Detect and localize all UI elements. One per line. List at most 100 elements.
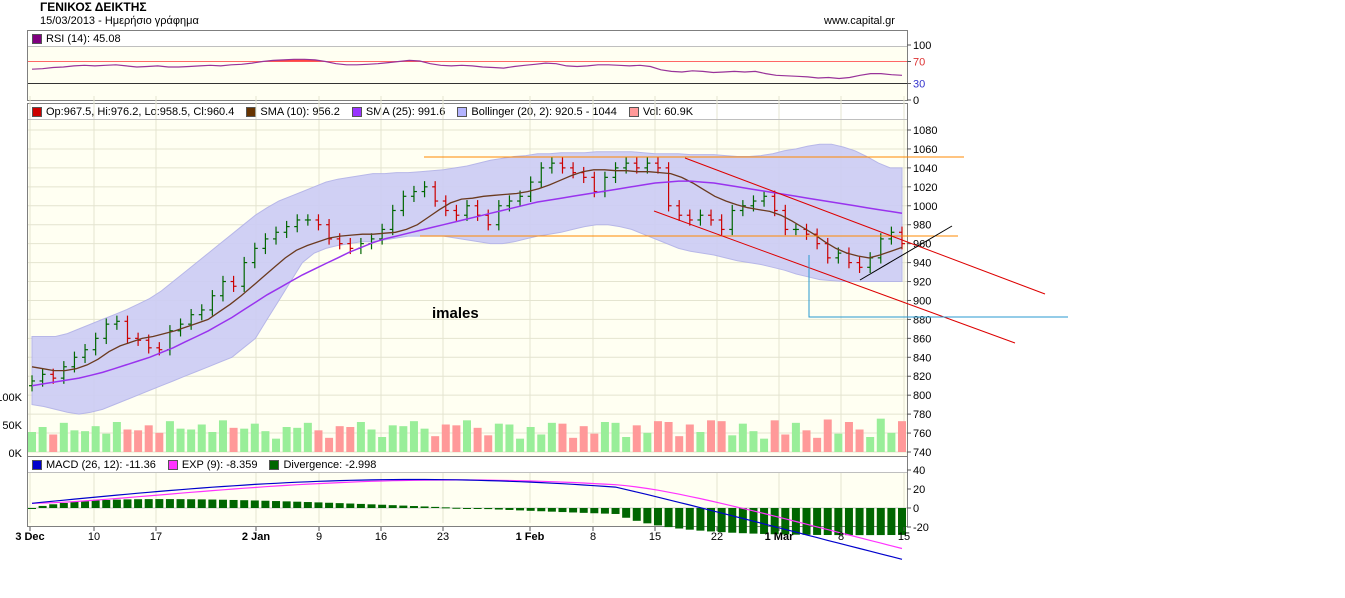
divergence-bar xyxy=(452,507,461,509)
divergence-bar xyxy=(781,508,790,535)
divergence-bar xyxy=(696,508,705,531)
divergence-bar xyxy=(144,499,153,508)
price-tick-label: 1040 xyxy=(913,163,937,175)
divergence-bar xyxy=(250,500,259,508)
volume-bar xyxy=(844,422,853,452)
divergence-bar xyxy=(272,501,281,508)
legend-sma25-label: SMA (25): 991.6 xyxy=(365,105,446,118)
volume-bar xyxy=(876,418,885,452)
divergence-bar xyxy=(547,508,556,512)
volume-bar xyxy=(738,423,747,452)
volume-bar xyxy=(590,433,599,452)
divergence-bar xyxy=(844,508,853,536)
macd-line xyxy=(31,478,903,560)
divergence-bar xyxy=(484,508,493,510)
volume-bar xyxy=(102,433,111,452)
divergence-bar xyxy=(431,506,440,508)
legend-ohlc: Op:967.5, Hi:976.2, Lo:958.5, Cl:960.4 xyxy=(32,106,234,118)
x-tick-label: 3 Dec xyxy=(15,531,44,543)
volume-bar xyxy=(134,430,143,452)
divergence-bar xyxy=(112,499,121,508)
volume-bar xyxy=(197,424,206,452)
x-tick-label: 8 xyxy=(838,531,844,543)
volume-bar xyxy=(505,424,514,452)
volume-bar xyxy=(293,427,302,452)
short-trend-line xyxy=(859,225,953,281)
divergence-bar xyxy=(197,499,206,508)
volume-bar xyxy=(643,432,652,452)
divergence-bar xyxy=(717,508,726,533)
price-tick-label: 880 xyxy=(913,314,931,326)
volume-bar xyxy=(685,424,694,452)
x-tick-label: 2 Jan xyxy=(242,531,270,543)
divergence-bar xyxy=(49,504,58,508)
divergence-swatch xyxy=(269,459,280,470)
volume-bar xyxy=(208,432,217,452)
volume-bar xyxy=(802,430,811,452)
x-tick-label: 1 Feb xyxy=(516,531,545,543)
macd-tick-label: 20 xyxy=(913,484,925,496)
legend-sma10-label: SMA (10): 956.2 xyxy=(260,105,340,118)
divergence-bar xyxy=(590,508,599,514)
macd-tick-label: 40 xyxy=(913,465,925,477)
volume-bar xyxy=(473,427,482,452)
legend-bollinger: Bollinger (20, 2): 920.5 - 1044 xyxy=(457,106,617,118)
legend-exp: EXP (9): -8.359 xyxy=(167,459,257,471)
volume-bar xyxy=(91,426,100,452)
macd-legend: MACD (26, 12): -11.36 EXP (9): -8.359 Di… xyxy=(28,457,907,473)
x-tick-label: 10 xyxy=(88,531,100,543)
divergence-bar xyxy=(802,508,811,535)
volume-tick-label: 50K xyxy=(2,420,22,432)
divergence-bar xyxy=(813,508,822,535)
x-tick-label: 9 xyxy=(316,531,322,543)
divergence-bar xyxy=(28,508,36,509)
divergence-bar xyxy=(367,504,376,508)
ohlc-swatch xyxy=(32,106,42,117)
divergence-bar xyxy=(876,508,885,536)
rsi-tick-label: 100 xyxy=(913,40,931,52)
rsi-tick-label: 70 xyxy=(913,57,925,69)
volume-bar xyxy=(70,430,79,452)
rsi-line xyxy=(31,58,903,80)
volume-tick-label: 0K xyxy=(9,448,23,460)
macd-tick-label: -20 xyxy=(913,522,929,534)
divergence-bar xyxy=(494,508,503,510)
channel-lower xyxy=(653,210,1016,344)
volume-tick-label: 100K xyxy=(0,392,23,404)
volume-bar xyxy=(346,427,355,452)
volume-bar xyxy=(431,436,440,452)
divergence-bar xyxy=(653,508,662,526)
divergence-bar xyxy=(505,508,514,510)
x-tick-label: 1 Mar xyxy=(765,531,794,543)
price-tick-label: 820 xyxy=(913,371,931,383)
divergence-bar xyxy=(632,508,641,521)
rsi-legend: RSI (14): 45.08 xyxy=(28,31,907,47)
x-tick-label: 17 xyxy=(150,531,162,543)
volume-bar xyxy=(49,434,58,452)
volume-bar xyxy=(558,423,567,452)
divergence-bar xyxy=(770,508,779,535)
divergence-bar xyxy=(728,508,737,533)
chart-title: ΓΕΝΙΚΟΣ ΔΕΙΚΤΗΣ xyxy=(40,0,147,14)
volume-bar xyxy=(823,419,832,452)
volume-bar xyxy=(463,420,471,452)
site-link[interactable]: www.capital.gr xyxy=(824,15,895,27)
volume-bar xyxy=(866,437,875,452)
target-line xyxy=(808,255,1068,318)
volume-bar xyxy=(887,432,896,452)
macd-swatch xyxy=(32,459,42,470)
volume-bar xyxy=(28,432,36,452)
divergence-bar xyxy=(81,501,90,508)
divergence-bar xyxy=(261,500,270,508)
divergence-bar xyxy=(176,499,185,508)
volume-bar xyxy=(579,426,588,452)
price-tick-label: 980 xyxy=(913,220,931,232)
divergence-bar xyxy=(335,503,344,508)
legend-sma25: SMA (25): 991.6 xyxy=(351,105,446,118)
divergence-bar xyxy=(155,499,164,508)
volume-bar xyxy=(144,425,153,452)
divergence-bar xyxy=(473,508,482,509)
volume-bar xyxy=(123,429,132,452)
chart-subtitle: 15/03/2013 - Ημερήσιο γράφημα xyxy=(40,15,199,27)
